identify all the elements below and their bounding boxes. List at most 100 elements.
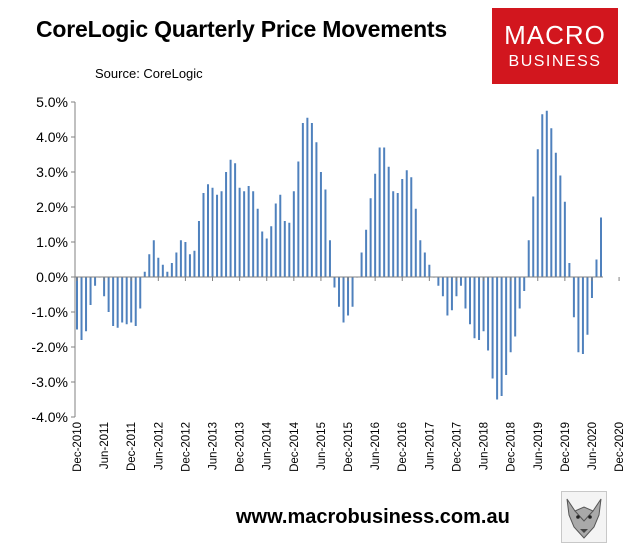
price-bar <box>446 277 449 316</box>
price-bar <box>297 161 300 277</box>
price-bar <box>441 277 444 297</box>
website-url[interactable]: www.macrobusiness.com.au <box>236 506 510 528</box>
price-bar <box>315 142 318 277</box>
price-bar <box>148 254 151 277</box>
x-tick-label: Jun-2015 <box>316 422 328 470</box>
price-bar <box>256 208 259 277</box>
price-bar <box>405 170 408 277</box>
price-bar <box>202 193 205 277</box>
y-tick-label: 0.0% <box>36 269 68 285</box>
price-bar <box>365 229 368 277</box>
price-bar <box>333 277 336 288</box>
price-bar <box>125 277 128 325</box>
price-bar <box>536 149 539 277</box>
price-bar <box>283 221 286 277</box>
x-tick-label: Jun-2019 <box>533 422 545 470</box>
x-tick-label: Dec-2018 <box>506 422 518 472</box>
logo-line-macro: MACRO <box>504 20 606 50</box>
price-bar <box>216 194 219 277</box>
price-bar <box>112 277 115 326</box>
price-bar <box>581 277 584 354</box>
price-bar <box>563 201 566 277</box>
x-tick-label: Dec-2017 <box>451 422 463 472</box>
chart-title: CoreLogic Quarterly Price Movements <box>36 16 447 42</box>
y-tick-label: 1.0% <box>36 234 68 250</box>
price-bar <box>541 114 544 277</box>
price-bar <box>121 277 124 323</box>
price-bar <box>419 240 422 277</box>
price-bar <box>577 277 580 353</box>
price-bar <box>590 277 593 298</box>
price-bar <box>188 254 191 277</box>
y-tick-label: 3.0% <box>36 164 68 180</box>
price-bar <box>103 277 106 297</box>
price-bar <box>423 252 426 277</box>
price-bar <box>89 277 92 305</box>
price-bar <box>478 277 481 340</box>
price-bar <box>342 277 345 323</box>
x-tick-label: Jun-2013 <box>208 422 220 470</box>
price-bar <box>496 277 499 400</box>
price-bar <box>301 123 304 277</box>
price-bar <box>279 194 282 277</box>
x-tick-label: Jun-2018 <box>479 422 491 470</box>
price-bar <box>545 110 548 277</box>
price-bar <box>554 152 557 277</box>
price-bar <box>166 271 169 277</box>
price-bar <box>184 242 187 277</box>
price-bar <box>220 191 223 277</box>
price-bar <box>347 277 350 316</box>
price-bar <box>514 277 517 337</box>
price-bar <box>243 191 246 277</box>
y-tick-label: -3.0% <box>31 374 68 390</box>
price-bar <box>252 191 255 277</box>
price-bar <box>374 173 377 277</box>
price-bar <box>107 277 110 312</box>
price-bar <box>247 186 250 277</box>
price-bar <box>414 208 417 277</box>
y-tick-label: 4.0% <box>36 129 68 145</box>
price-bar <box>157 257 160 277</box>
macrobusiness-logo: MACRO BUSINESS <box>492 8 618 84</box>
price-bar <box>568 263 571 277</box>
y-tick-label: -1.0% <box>31 304 68 320</box>
price-bar <box>193 250 196 277</box>
price-bar <box>139 277 142 309</box>
price-bar <box>387 166 390 277</box>
price-bar <box>473 277 476 339</box>
price-bar <box>559 175 562 277</box>
price-bar <box>175 252 178 277</box>
x-tick-label: Jun-2011 <box>99 422 111 469</box>
price-bar <box>600 217 602 277</box>
price-bar <box>116 277 119 328</box>
price-bar <box>595 259 598 277</box>
price-bar <box>238 187 241 277</box>
price-bar <box>338 277 340 307</box>
price-bar <box>396 193 399 277</box>
price-bar <box>392 191 395 277</box>
price-bar <box>482 277 485 332</box>
price-bar <box>437 277 440 286</box>
price-bar <box>401 179 404 277</box>
price-bar <box>80 277 83 340</box>
price-bar <box>369 198 372 277</box>
x-tick-label: Dec-2014 <box>289 421 301 471</box>
price-bar <box>518 277 521 309</box>
y-tick-label: 5.0% <box>36 94 68 110</box>
x-tick-label: Dec-2015 <box>343 422 355 472</box>
price-bar <box>328 240 331 277</box>
x-tick-label: Jun-2012 <box>153 422 165 470</box>
price-bar <box>76 277 78 330</box>
price-bar <box>351 277 354 307</box>
price-bar <box>229 159 232 277</box>
price-bar <box>261 231 264 277</box>
price-bar <box>572 277 575 318</box>
logo-line-business: BUSINESS <box>508 53 602 70</box>
price-bar <box>505 277 508 375</box>
x-tick-label: Dec-2019 <box>560 422 572 472</box>
x-tick-label: Dec-2011 <box>126 422 138 471</box>
source-note: Source: CoreLogic <box>95 66 203 81</box>
price-bar <box>450 277 453 311</box>
price-bar <box>532 196 535 277</box>
